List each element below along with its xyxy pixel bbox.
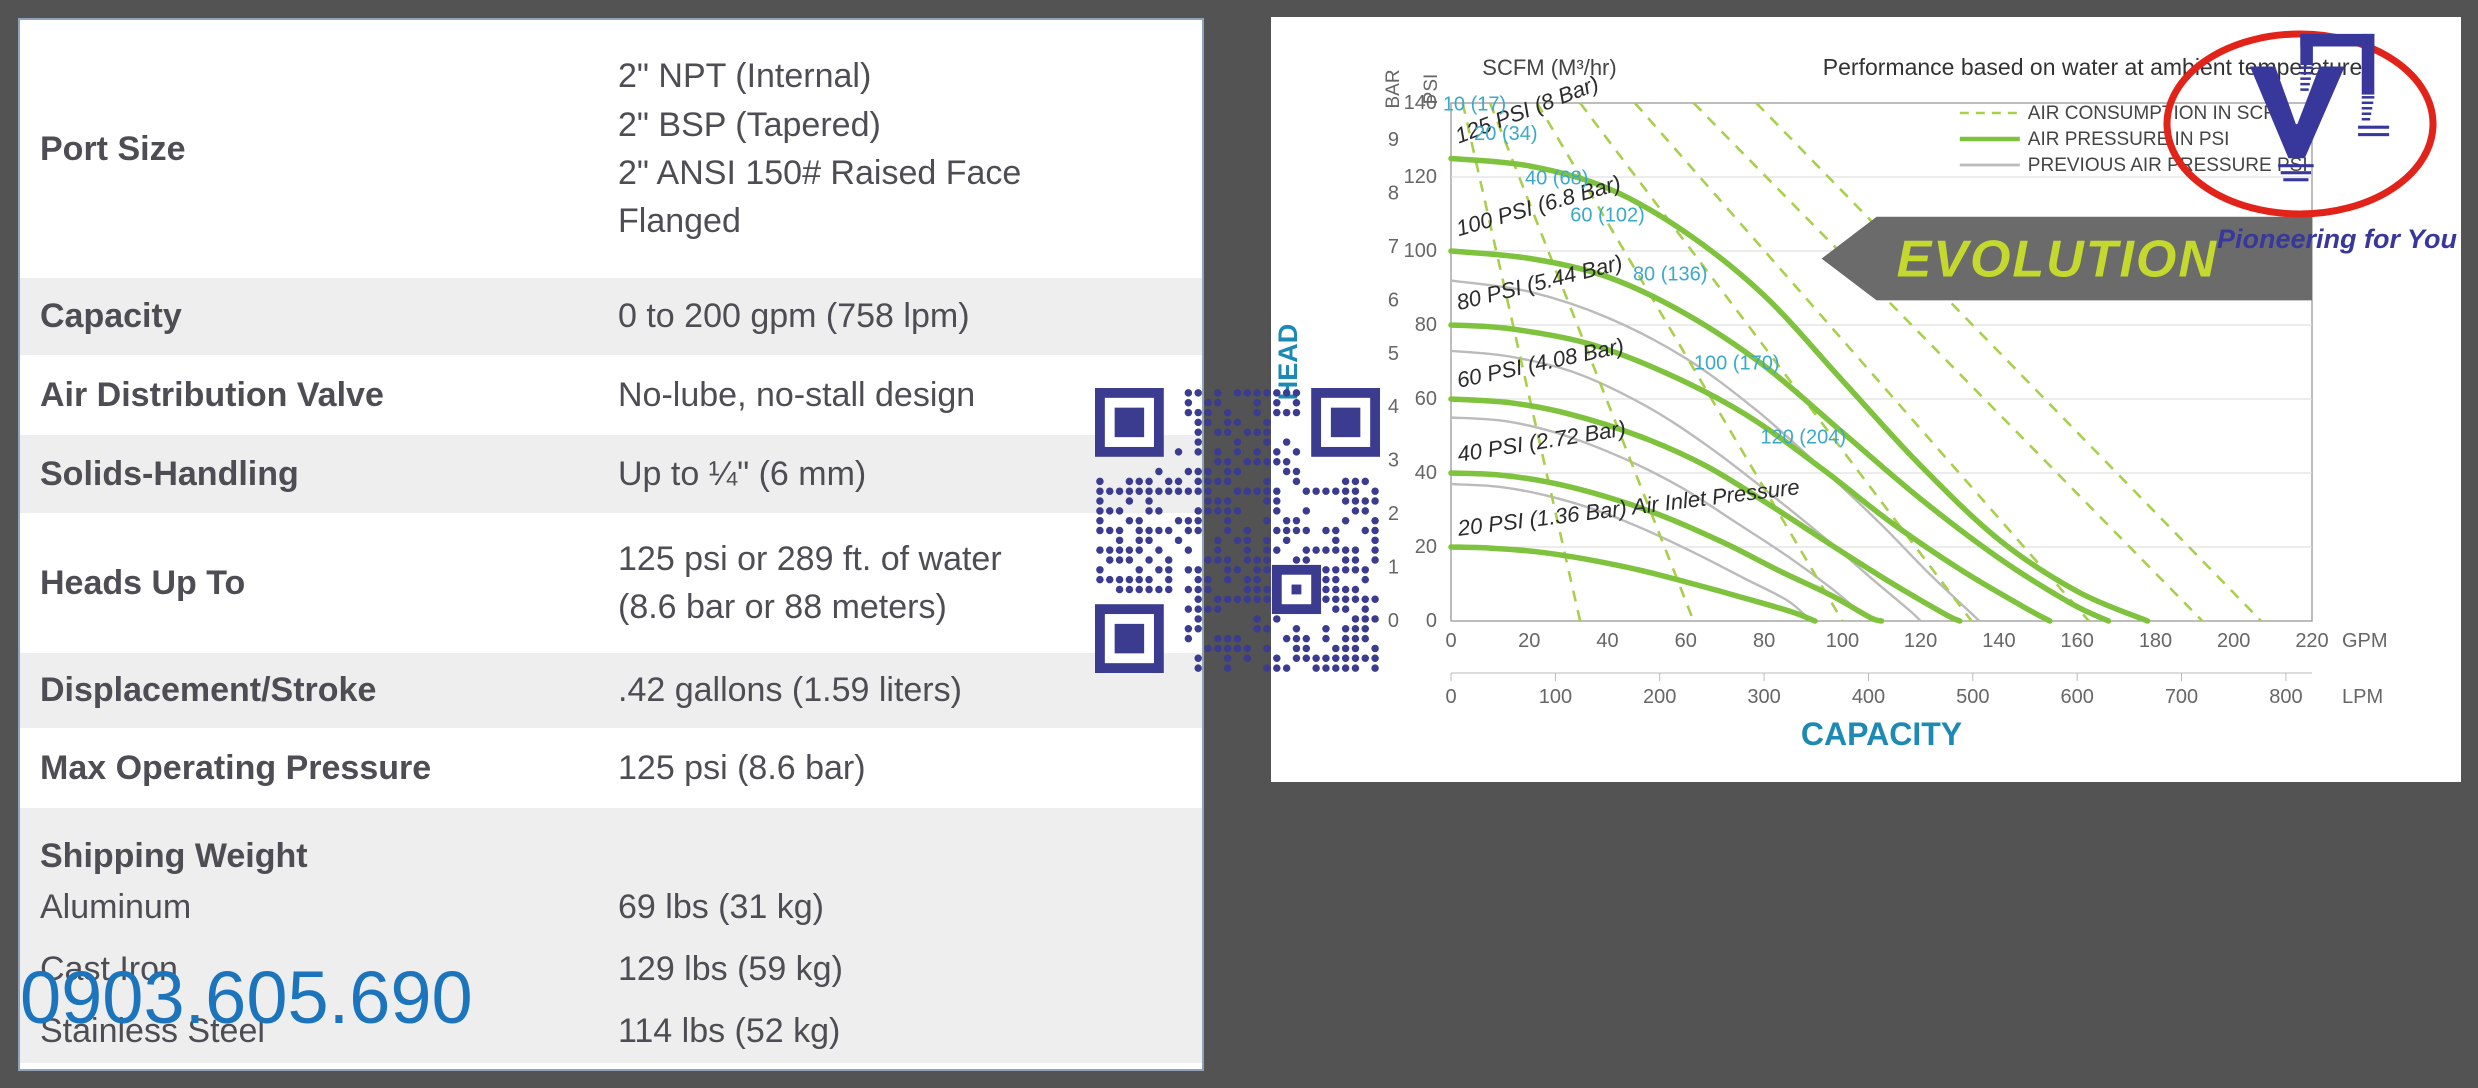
svg-text:40 (68): 40 (68) <box>1525 167 1588 189</box>
svg-text:40: 40 <box>1596 630 1618 652</box>
svg-text:100 (170): 100 (170) <box>1694 352 1780 374</box>
svg-text:200: 200 <box>2217 630 2250 652</box>
svg-text:CAPACITY: CAPACITY <box>1801 716 1962 752</box>
svg-text:60 (102): 60 (102) <box>1570 204 1645 226</box>
svg-text:800: 800 <box>2269 686 2302 708</box>
svg-text:BAR: BAR <box>1383 69 1404 108</box>
svg-text:80 (136): 80 (136) <box>1633 264 1708 286</box>
svg-text:GPM: GPM <box>2342 630 2388 652</box>
svg-text:600: 600 <box>2061 686 2094 708</box>
svg-text:100: 100 <box>1404 240 1437 262</box>
svg-text:2: 2 <box>1388 503 1399 525</box>
svg-text:40: 40 <box>1415 462 1437 484</box>
svg-text:700: 700 <box>2165 686 2198 708</box>
svg-text:60: 60 <box>1675 630 1697 652</box>
svg-text:100: 100 <box>1539 686 1572 708</box>
svg-text:400: 400 <box>1852 686 1885 708</box>
svg-text:10 (17): 10 (17) <box>1443 93 1506 115</box>
svg-text:1: 1 <box>1388 557 1399 579</box>
svg-text:0: 0 <box>1445 630 1456 652</box>
svg-text:80: 80 <box>1415 314 1437 336</box>
svg-text:4: 4 <box>1388 396 1399 418</box>
svg-text:60: 60 <box>1415 388 1437 410</box>
svg-text:8: 8 <box>1388 182 1399 204</box>
svg-text:180: 180 <box>2139 630 2172 652</box>
svg-text:SCFM (M³/hr): SCFM (M³/hr) <box>1482 55 1616 80</box>
svg-text:6: 6 <box>1388 289 1399 311</box>
svg-text:Pioneering for You: Pioneering for You <box>2217 224 2458 254</box>
svg-text:20: 20 <box>1518 630 1540 652</box>
svg-text:9: 9 <box>1388 129 1399 151</box>
svg-text:3: 3 <box>1388 450 1399 472</box>
svg-text:20 (34): 20 (34) <box>1474 123 1537 145</box>
svg-text:5: 5 <box>1388 343 1399 365</box>
svg-text:160: 160 <box>2061 630 2094 652</box>
svg-text:PSI: PSI <box>1421 74 1442 105</box>
svg-text:500: 500 <box>1956 686 1989 708</box>
svg-text:0: 0 <box>1426 610 1437 632</box>
svg-text:120 (204): 120 (204) <box>1760 426 1846 448</box>
svg-text:100: 100 <box>1826 630 1859 652</box>
svg-text:20: 20 <box>1415 536 1437 558</box>
svg-text:Performance based on water at: Performance based on water at ambient te… <box>1823 54 2369 80</box>
svg-text:LPM: LPM <box>2342 686 2383 708</box>
svg-text:220: 220 <box>2295 630 2328 652</box>
svg-text:300: 300 <box>1747 686 1780 708</box>
svg-text:7: 7 <box>1388 236 1399 258</box>
svg-text:AIR CONSUMPTION IN SCFM: AIR CONSUMPTION IN SCFM <box>2028 103 2291 124</box>
svg-text:120: 120 <box>1904 630 1937 652</box>
svg-text:140: 140 <box>1982 630 2015 652</box>
svg-text:0: 0 <box>1445 686 1456 708</box>
svg-text:AIR PRESSURE IN PSI: AIR PRESSURE IN PSI <box>2028 129 2230 150</box>
svg-text:80: 80 <box>1753 630 1775 652</box>
svg-text:0: 0 <box>1388 610 1399 632</box>
svg-text:EVOLUTION: EVOLUTION <box>1897 231 2218 289</box>
svg-text:120: 120 <box>1404 166 1437 188</box>
svg-text:PREVIOUS AIR PRESSURE PSI: PREVIOUS AIR PRESSURE PSI <box>2028 155 2308 176</box>
svg-text:200: 200 <box>1643 686 1676 708</box>
